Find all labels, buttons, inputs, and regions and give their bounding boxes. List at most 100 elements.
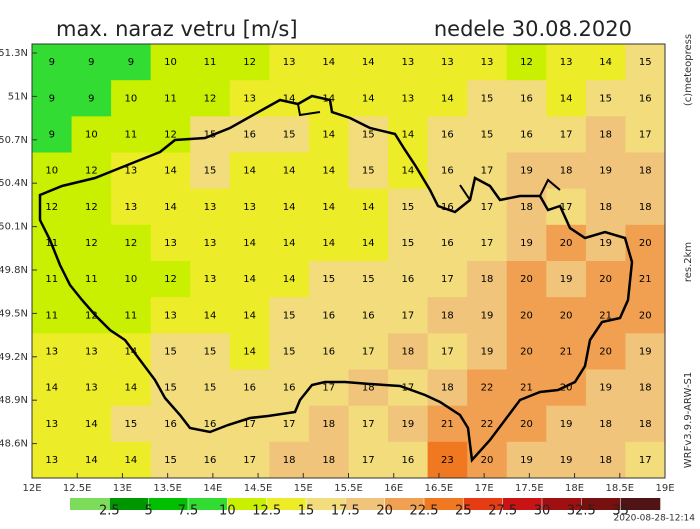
lon-label: 13.5E [153,483,182,494]
cell-value: 11 [45,310,58,321]
grid-cell [427,405,468,443]
cell-value: 21 [599,310,612,321]
grid-cell [467,441,508,479]
grid-cell [150,116,191,153]
cell-value: 9 [49,93,55,104]
grid-cell [625,441,666,479]
cell-value: 21 [441,419,454,430]
cell-value: 14 [85,419,98,430]
cell-value: 19 [401,419,414,430]
cell-value: 16 [243,129,256,140]
cell-value: 13 [85,346,98,357]
cell-value: 20 [560,310,573,321]
grid-cell [348,44,389,81]
cell-value: 20 [639,238,652,249]
grid-cell [229,441,270,479]
grid-cell [427,297,468,334]
border-detail [297,103,561,201]
grid-cell [427,152,468,190]
grid-cell [546,405,587,443]
lon-label: 19E [655,483,674,494]
cell-value: 14 [362,238,375,249]
grid-cell [269,116,310,153]
cell-value: 13 [204,274,217,285]
grid-cell [190,333,231,370]
cell-value: 15 [599,93,612,104]
grid-cell [427,44,468,81]
cell-value: 13 [243,93,256,104]
grid-cell [308,369,349,407]
cell-value: 20 [560,383,573,394]
cell-value: 17 [362,346,375,357]
cell-value: 14 [125,455,138,466]
cell-value: 17 [243,455,256,466]
grid-cell [269,188,310,226]
cell-value: 11 [125,129,138,140]
grid-cell [32,297,73,334]
grid-cell [388,405,429,443]
cell-value: 14 [322,166,335,177]
cell-value: 15 [204,383,217,394]
grid-cell [111,188,152,226]
cell-value: 14 [283,274,296,285]
country-border [38,94,634,463]
cell-value: 10 [45,166,58,177]
grid-cell [190,224,231,262]
cell-value: 17 [362,419,375,430]
cell-value: 19 [560,455,573,466]
grid-cell [348,261,389,298]
cell-value: 16 [204,419,217,430]
cell-value: 13 [45,455,58,466]
colorbar-segment [463,498,503,510]
cell-value: 14 [164,166,177,177]
grid-cell [150,80,191,117]
cell-value: 15 [401,202,414,213]
lon-label: 14.5E [244,483,273,494]
cell-value: 10 [85,129,98,140]
cell-value: 20 [599,346,612,357]
colorbar-label: 17.5 [331,504,360,519]
colorbar-segment [266,498,307,510]
cell-value: 18 [560,166,573,177]
grid-cell [506,297,547,334]
cell-value: 13 [164,310,177,321]
cell-value: 18 [441,383,454,394]
cell-value: 16 [401,455,414,466]
grid-cell [269,44,310,81]
copyright: (c)meteopress [683,34,694,106]
grid-cell [190,297,231,334]
grid-cell [546,297,587,334]
cell-value: 20 [560,238,573,249]
grid-cell [269,369,310,407]
cell-value: 18 [322,419,335,430]
grid-cell [546,80,587,117]
grid-cell [32,369,73,407]
grid-cell [32,188,73,226]
cell-value: 15 [283,310,296,321]
grid-cell [467,224,508,262]
grid-cell [348,333,389,370]
axes: 51.3N 51N 50.7N 50.4N 50.1N 49.8N 49.5N 49.2N 48… [0,48,675,494]
cell-value: 9 [49,57,55,68]
grid-cell [506,405,547,443]
grid-cell [585,261,626,298]
grid-cell [348,441,389,479]
grid-cell [388,80,429,117]
cell-value: 21 [639,274,652,285]
cell-value: 17 [401,310,414,321]
grid-cell [585,44,626,81]
cell-value: 10 [125,93,138,104]
cell-value: 19 [520,166,533,177]
cell-value: 16 [164,419,177,430]
cell-value: 9 [88,57,94,68]
cell-value: 17 [639,129,652,140]
cell-value: 21 [520,383,533,394]
cell-value: 19 [599,166,612,177]
cell-value: 17 [322,383,335,394]
grid-cell [467,297,508,334]
grid-cell [71,116,112,153]
cell-value: 12 [85,238,98,249]
cell-value: 14 [243,346,256,357]
grid-cell [348,80,389,117]
